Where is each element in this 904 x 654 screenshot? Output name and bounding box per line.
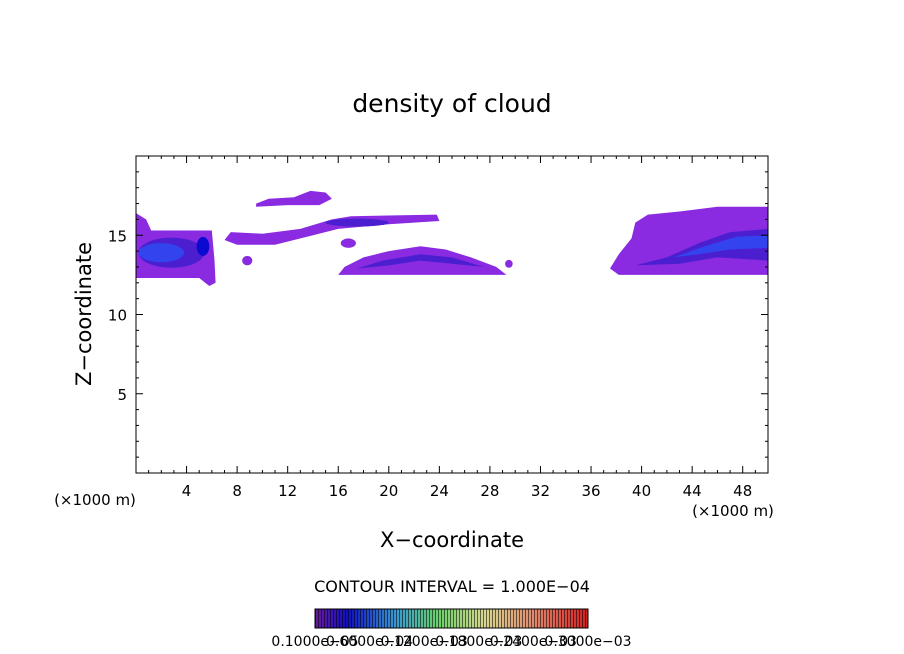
cloud-right-core	[673, 235, 768, 258]
x-tick-label: 20	[379, 482, 398, 500]
colorbar-label: 0.3000e−03	[544, 634, 631, 650]
x-axis-label: X−coordinate	[380, 528, 524, 552]
x-tick-label: 48	[733, 482, 752, 500]
cloud-speck	[505, 259, 513, 268]
y-tick-label: 10	[108, 307, 127, 325]
x-unit-left: (×1000 m)	[54, 491, 136, 509]
cloud-left-core2	[196, 236, 210, 256]
x-tick-label: 16	[329, 482, 348, 500]
cloud-left-core	[138, 243, 185, 263]
x-tick-label: 8	[232, 482, 242, 500]
x-tick-label: 12	[278, 482, 297, 500]
cloud-top-patch	[256, 190, 332, 207]
y-tick-label: 15	[108, 227, 127, 245]
colorbar-label: 0.6000e−04	[326, 634, 413, 650]
x-tick-label: 44	[683, 482, 702, 500]
x-tick-label: 36	[581, 482, 600, 500]
cloud-layer	[136, 190, 768, 286]
cloud-upper-band	[224, 214, 440, 245]
y-tick-label: 5	[117, 386, 127, 404]
plot-frame	[135, 155, 769, 474]
colorbar-label: 0.1800e−03	[435, 634, 522, 650]
x-tick-label: 28	[480, 482, 499, 500]
colorbar-label: 0.1000e−05	[271, 634, 358, 650]
cloud-central-arc-core	[357, 254, 484, 269]
x-tick-label: 4	[182, 482, 192, 500]
x-unit-right: (×1000 m)	[692, 502, 774, 520]
x-tick-label: 40	[632, 482, 651, 500]
cloud-speck	[242, 255, 253, 266]
colorbar: 0.1000e−050.6000e−040.1200e−030.1800e−03…	[271, 608, 632, 650]
cloud-speck	[340, 238, 356, 248]
cloud-upper-band-core	[325, 218, 389, 227]
chart-title: density of cloud	[352, 89, 551, 118]
x-tick-label: 32	[531, 482, 550, 500]
colorbar-label: 0.1200e−03	[381, 634, 468, 650]
y-axis-label: Z−coordinate	[72, 242, 96, 386]
colorbar-label: 0.2400e−03	[490, 634, 577, 650]
contour-interval-label: CONTOUR INTERVAL = 1.000E−04	[314, 577, 590, 596]
colorbar-stripes	[315, 609, 588, 628]
x-tick-label: 24	[430, 482, 449, 500]
colorbar-labels: 0.1000e−050.6000e−040.1200e−030.1800e−03…	[271, 634, 631, 650]
